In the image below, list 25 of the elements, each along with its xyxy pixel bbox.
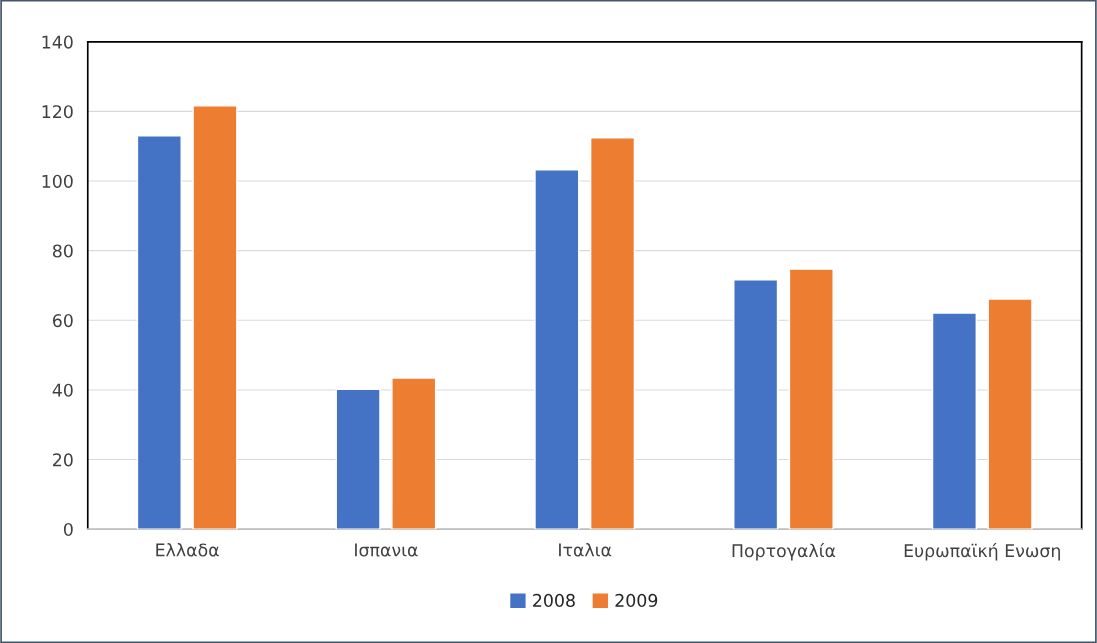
y-tick-label: 0 (63, 522, 73, 537)
legend-label: 2008 (533, 593, 575, 607)
y-tick-label: 60 (52, 314, 73, 328)
y-tick-label: 120 (42, 105, 73, 119)
bar (987, 298, 1033, 530)
bar (534, 169, 580, 530)
x-tick-label: Ισπανια (355, 543, 418, 557)
y-tick-label: 80 (52, 244, 73, 258)
y-tick-label: 40 (52, 383, 73, 397)
bar (931, 312, 977, 530)
bar (335, 388, 381, 530)
bar (391, 377, 437, 530)
y-tick-label: 100 (42, 174, 73, 188)
bar (733, 279, 779, 530)
x-tick-label: Ιταλια (559, 543, 612, 557)
legend-label: 2009 (615, 593, 658, 607)
bar (589, 137, 636, 530)
y-tick-label: 20 (53, 453, 73, 467)
x-tick-label: Ελλαδα (156, 543, 219, 557)
y-tick-label: 140 (42, 35, 73, 49)
bar (788, 268, 834, 530)
x-tick-label: Πορτογαλία (732, 543, 836, 561)
bar (136, 135, 182, 530)
bar (192, 105, 238, 530)
x-tick-label: Ευρωπαϊκή Ενωση (904, 543, 1060, 561)
